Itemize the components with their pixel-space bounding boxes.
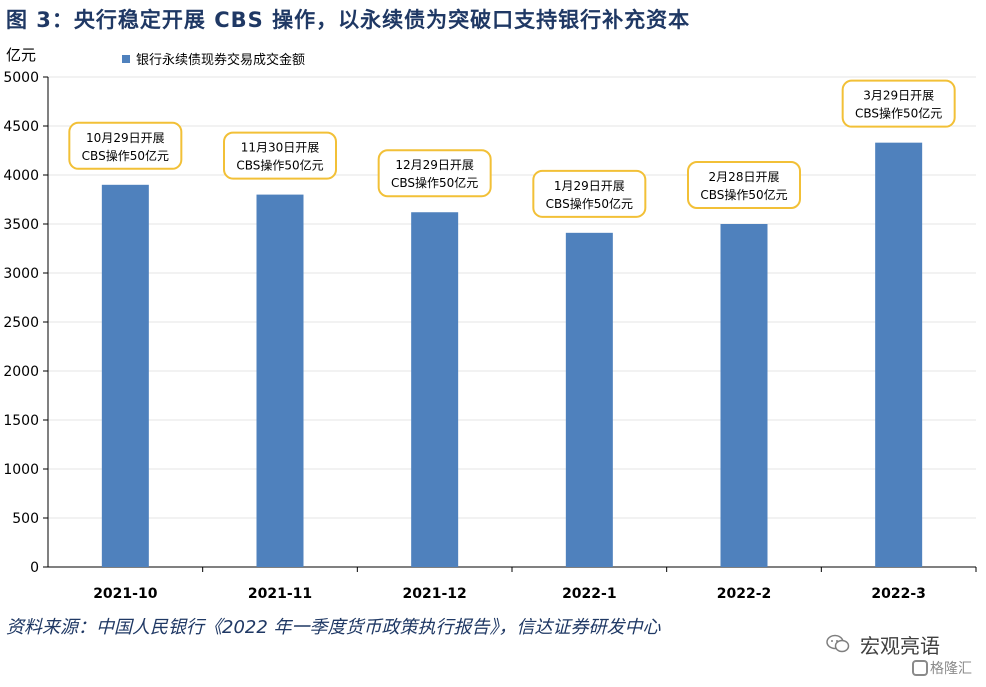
legend-label: 银行永续债现券交易成交金额 bbox=[136, 52, 305, 68]
watermark-brand: 格隆汇 bbox=[930, 661, 972, 677]
callout-line2: CBS操作50亿元 bbox=[391, 175, 478, 190]
bar bbox=[411, 212, 459, 568]
y-tick-label: 1000 bbox=[3, 462, 39, 478]
y-tick-label: 4500 bbox=[3, 119, 39, 135]
y-tick-label: 3500 bbox=[3, 217, 39, 233]
callout-line1: 10月29日开展 bbox=[86, 131, 165, 145]
bar bbox=[720, 224, 768, 567]
y-tick-label: 4000 bbox=[3, 168, 39, 184]
x-tick-label: 2021-12 bbox=[403, 586, 467, 602]
bar bbox=[875, 142, 923, 567]
x-tick-label: 2022-2 bbox=[717, 586, 772, 602]
y-tick-label: 5000 bbox=[3, 70, 39, 86]
watermark-name: 宏观亮语 bbox=[860, 634, 940, 658]
figure-title: 图 3：央行稳定开展 CBS 操作，以永续债为突破口支持银行补充资本 bbox=[6, 8, 691, 32]
callout-line1: 1月29日开展 bbox=[554, 179, 625, 193]
bar bbox=[256, 194, 304, 567]
callout-box bbox=[68, 121, 183, 170]
callout-line2: CBS操作50亿元 bbox=[855, 106, 942, 121]
x-tick-label: 2021-10 bbox=[93, 586, 158, 602]
brand-logo-icon bbox=[912, 660, 928, 676]
bar bbox=[101, 184, 149, 568]
bar bbox=[565, 232, 613, 567]
callout-line2: CBS操作50亿元 bbox=[236, 158, 323, 173]
y-tick-label: 500 bbox=[12, 511, 39, 527]
y-tick-label: 0 bbox=[30, 560, 39, 576]
x-tick-label: 2022-3 bbox=[871, 586, 926, 602]
x-tick-label: 2022-1 bbox=[562, 586, 617, 602]
callout-line2: CBS操作50亿元 bbox=[546, 196, 633, 211]
callout-line2: CBS操作50亿元 bbox=[700, 187, 787, 202]
callout-box bbox=[377, 149, 492, 198]
callout-box bbox=[841, 79, 956, 128]
callout-line1: 3月29日开展 bbox=[863, 89, 934, 103]
y-tick-label: 2000 bbox=[3, 364, 39, 380]
callout-line1: 12月29日开展 bbox=[395, 158, 474, 172]
callout-box bbox=[532, 169, 647, 218]
source-note: 资料来源：中国人民银行《2022 年一季度货币政策执行报告》，信达证券研发中心 bbox=[6, 617, 661, 638]
watermark: 宏观亮语 格隆汇 bbox=[826, 628, 976, 680]
y-tick-label: 1500 bbox=[3, 413, 39, 429]
callout-box bbox=[223, 131, 337, 180]
callout-line1: 2月28日开展 bbox=[709, 170, 780, 184]
x-tick-label: 2021-11 bbox=[248, 586, 312, 602]
y-axis-label: 亿元 bbox=[6, 46, 36, 64]
wechat-icon bbox=[826, 634, 850, 653]
y-tick-label: 3000 bbox=[3, 266, 39, 282]
y-tick-label: 2500 bbox=[3, 315, 39, 331]
callout-line2: CBS操作50亿元 bbox=[82, 148, 169, 163]
callout-box bbox=[687, 161, 801, 209]
callout-line1: 11月30日开展 bbox=[241, 141, 320, 155]
legend-swatch bbox=[122, 55, 130, 63]
bar-chart: 0 500 1000 1500 2000 2500 3000 3500 4000 4500 5000… bbox=[3, 46, 977, 602]
